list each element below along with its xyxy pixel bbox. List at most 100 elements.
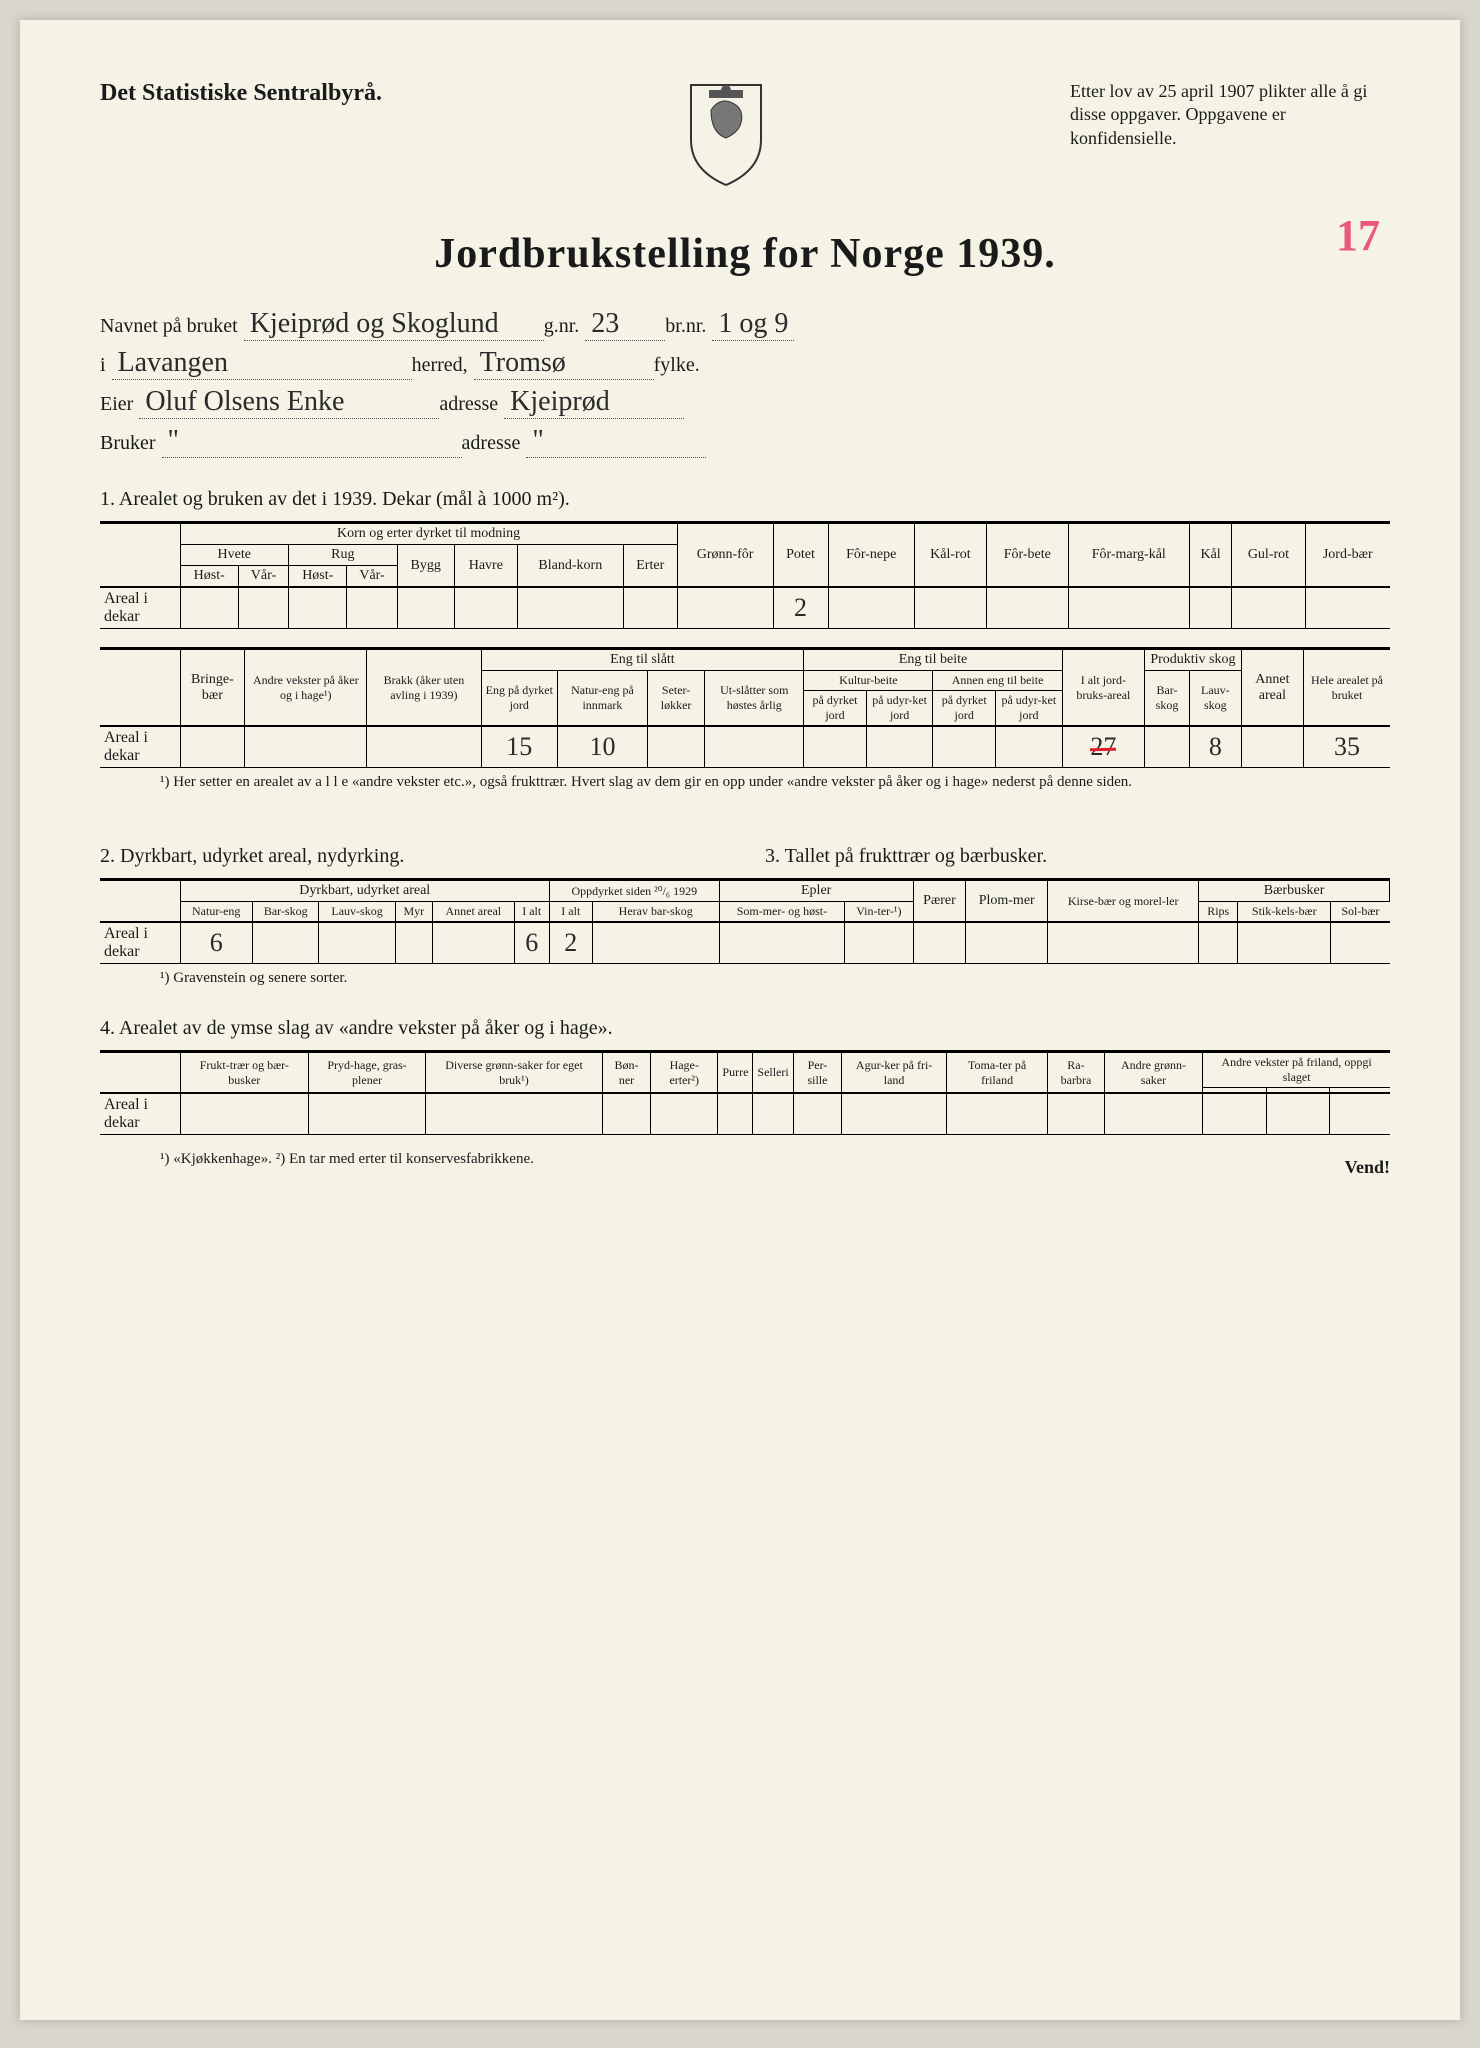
val-potet: 2 [773, 587, 828, 629]
val-eng-dyrket: 15 [481, 726, 557, 768]
section4-title: 4. Arealet av de ymse slag av «andre vek… [100, 1017, 1390, 1040]
hdr-s2-lauvskog: Lauv-skog [319, 902, 395, 923]
hdr-fornepe: Fôr-nepe [828, 523, 914, 588]
val-s2-ialt: 6 [514, 922, 549, 964]
label-gnr: g.nr. [544, 315, 580, 338]
hdr-sommer: Som-mer- og høst- [719, 902, 844, 923]
hdr-barskog: Bar-skog [1145, 671, 1190, 727]
hdr-baerbusker: Bærbusker [1199, 880, 1390, 902]
agency-name: Det Statistiske Sentralbyrå. [100, 80, 382, 107]
rowlabel-2: Areal i dekar [100, 922, 180, 964]
hdr-prydhage: Pryd-hage, gras-plener [309, 1052, 426, 1094]
hdr-solbaer: Sol-bær [1331, 902, 1390, 923]
hdr-vinter: Vin-ter-¹) [845, 902, 913, 923]
hdr-hvete: Hvete [180, 545, 289, 566]
hdr-hageerter: Hage-erter²) [651, 1052, 718, 1094]
rowlabel-1b: Areal i dekar [100, 726, 180, 768]
document-page: Det Statistiske Sentralbyrå. Etter lov a… [20, 20, 1460, 2020]
hdr-oppdyrket: Oppdyrket siden ²⁰/₆ 1929 [549, 880, 719, 902]
hdr-diverse: Diverse grønn-saker for eget bruk¹) [426, 1052, 603, 1094]
hdr-korn: Korn og erter dyrket til modning [180, 523, 677, 545]
hdr-jordbaer: Jord-bær [1305, 523, 1390, 588]
hdr-eng-beite: Eng til beite [804, 649, 1062, 671]
hdr-kirsebaer: Kirse-bær og morel-ler [1048, 880, 1199, 923]
hdr-s2-barskog: Bar-skog [252, 902, 319, 923]
header: Det Statistiske Sentralbyrå. Etter lov a… [100, 80, 1390, 190]
hdr-brakk: Brakk (åker uten avling i 1939) [367, 649, 481, 727]
form-block: Navnet på bruket Kjeiprød og Skoglund g.… [100, 308, 1390, 458]
hdr-rug: Rug [289, 545, 398, 566]
hdr-hele-areal: Hele arealet på bruket [1304, 649, 1390, 727]
table-2-3: Dyrkbart, udyrket areal Oppdyrket siden … [100, 878, 1390, 964]
vend-label: Vend! [1345, 1157, 1390, 1178]
val-natureng: 10 [557, 726, 647, 768]
hdr-tomater: Toma-ter på friland [947, 1052, 1048, 1094]
hdr-eng-slatt: Eng til slått [481, 649, 804, 671]
label-i: i [100, 354, 106, 377]
hdr-s2-myr: Myr [395, 902, 432, 923]
hdr-hvete-var: Vår- [238, 566, 288, 588]
hdr-annen-eng-beite: Annen eng til beite [933, 671, 1062, 691]
field-brnr: 1 og 9 [712, 308, 794, 341]
hdr-agurker: Agur-ker på fri-land [842, 1052, 947, 1094]
hdr-forbete: Fôr-bete [986, 523, 1068, 588]
field-eier-adresse: Kjeiprød [504, 386, 684, 419]
rowlabel-1a: Areal i dekar [100, 587, 180, 629]
section4-footnote: ¹) «Kjøkkenhage». ²) En tar med erter ti… [160, 1151, 534, 1178]
hdr-persille: Per-sille [793, 1052, 841, 1094]
hdr-bringebaer: Bringe-bær [180, 649, 245, 727]
field-herred: Tromsø [474, 347, 654, 380]
field-i: Lavangen [112, 347, 412, 380]
val-opp-ialt: 2 [549, 922, 592, 964]
hdr-herav-barskog: Herav bar-skog [592, 902, 719, 923]
section3-title: 3. Tallet på frukttrær og bærbusker. [745, 845, 1390, 868]
val-lauvskog: 8 [1189, 726, 1241, 768]
label-brnr: br.nr. [665, 315, 706, 338]
field-gnr: 23 [585, 308, 665, 341]
section1-title: 1. Arealet og bruken av det i 1939. Deka… [100, 488, 1390, 511]
hdr-selleri: Selleri [753, 1052, 793, 1094]
hdr-natureng-innmark: Natur-eng på innmark [557, 671, 647, 727]
hdr-ae-dyrket: på dyrket jord [933, 691, 995, 727]
label-navnet: Navnet på bruket [100, 315, 238, 338]
label-eier: Eier [100, 393, 133, 416]
section2-title: 2. Dyrkbart, udyrket areal, nydyrking. [100, 845, 745, 868]
hdr-gronnfor: Grønn-fôr [677, 523, 773, 588]
section2-footnote: ¹) Gravenstein og senere sorter. [160, 970, 1390, 987]
hdr-paerer: Pærer [913, 880, 966, 923]
hdr-andre-gronn: Andre grønn-saker [1104, 1052, 1202, 1094]
hdr-rug-host: Høst- [289, 566, 347, 588]
hdr-annet-areal: Annet areal [1241, 649, 1303, 727]
label-adresse-1: adresse [439, 393, 498, 416]
label-fylke: fylke. [654, 354, 700, 377]
field-eier: Oluf Olsens Enke [139, 386, 439, 419]
hdr-hvete-host: Høst- [180, 566, 238, 588]
hdr-andre-vekster: Andre vekster på åker og i hage¹) [245, 649, 367, 727]
hdr-kalrot: Kål-rot [914, 523, 986, 588]
hdr-gulrot: Gul-rot [1232, 523, 1305, 588]
rowlabel-4: Areal i dekar [100, 1093, 180, 1135]
hdr-dyrkbart-group: Dyrkbart, udyrket areal [180, 880, 549, 902]
hdr-eng-dyrket: Eng på dyrket jord [481, 671, 557, 727]
table-1a-row: Areal i dekar 2 [100, 587, 1390, 629]
hdr-s2-annet: Annet areal [433, 902, 515, 923]
hdr-rug-var: Vår- [347, 566, 397, 588]
hdr-formargkal: Fôr-marg-kål [1068, 523, 1189, 588]
label-bruker: Bruker [100, 432, 156, 455]
table-2-3-row: Areal i dekar 6 6 2 [100, 922, 1390, 964]
table-4: Frukt-trær og bær-busker Pryd-hage, gras… [100, 1050, 1390, 1135]
section1-footnote: ¹) Her setter en arealet av a l l e «and… [160, 774, 1390, 791]
hdr-purre: Purre [718, 1052, 753, 1094]
val-hele: 35 [1304, 726, 1390, 768]
table-4-row: Areal i dekar [100, 1093, 1390, 1135]
label-adresse-2: adresse [462, 432, 521, 455]
field-bruker-adresse: " [526, 425, 706, 458]
hdr-havre: Havre [454, 545, 517, 588]
hdr-s2-natureng: Natur-eng [180, 902, 252, 923]
hdr-utslatter: Ut-slåtter som høstes årlig [705, 671, 804, 727]
hdr-stikkelsbaer: Stik-kels-bær [1238, 902, 1331, 923]
hdr-opp-ialt: I alt [549, 902, 592, 923]
hdr-epler: Epler [719, 880, 913, 902]
hdr-potet: Potet [773, 523, 828, 588]
hdr-s2-ialt: I alt [514, 902, 549, 923]
